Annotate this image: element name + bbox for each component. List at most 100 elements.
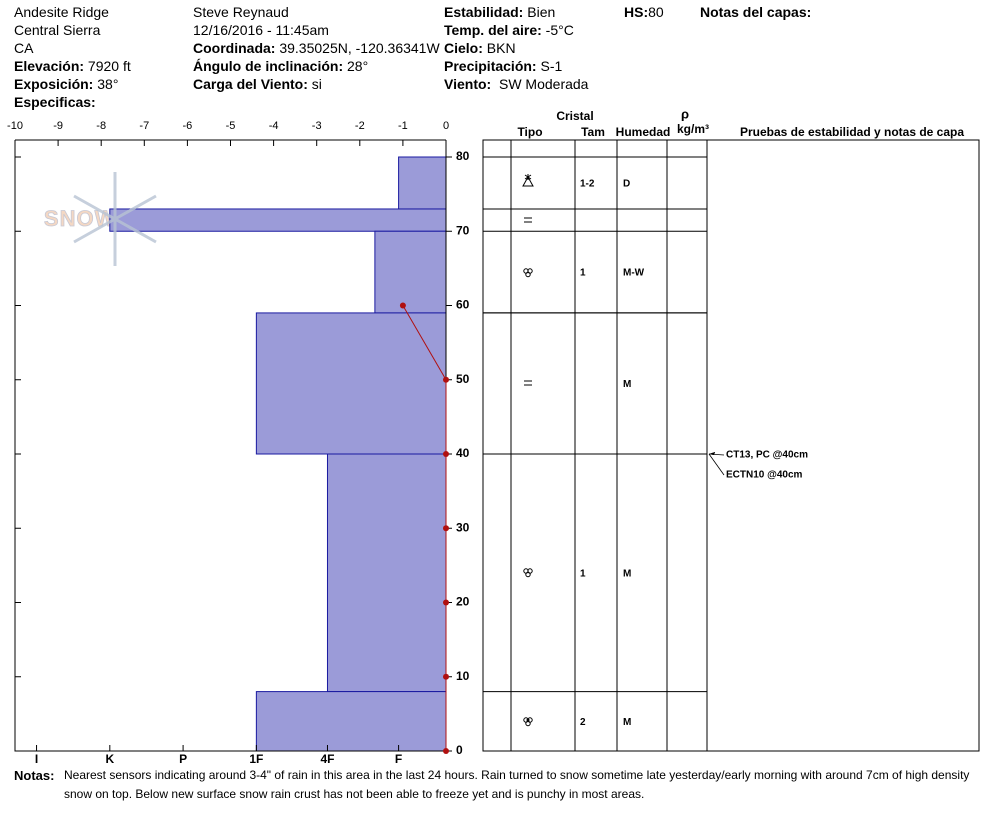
hardness-layer bbox=[326, 453, 447, 693]
label: Coordinada: bbox=[193, 40, 276, 56]
weather-info: Estabilidad: Bien Temp. del aire: -5°C C… bbox=[444, 3, 588, 93]
value: BKN bbox=[486, 40, 516, 56]
observer-info: Steve Reynaud 12/16/2016 - 11:45am Coord… bbox=[193, 3, 440, 93]
table-header: Tipo bbox=[517, 125, 542, 139]
hardness-label: P bbox=[179, 752, 187, 766]
y-tick-label: 30 bbox=[456, 520, 470, 534]
overlay: 1-2 D1 M-WM1 M2 M-10 -9 -8 -7 -6 -5 -4 -3 -2 -1 0I K P 1F… bbox=[7, 106, 980, 766]
x-tick-label: -8 bbox=[96, 120, 106, 132]
notes: Notas: Nearest sensors indicating around… bbox=[14, 766, 989, 804]
label: Ángulo de inclinación: bbox=[193, 58, 344, 74]
value: Bien bbox=[527, 4, 556, 20]
label: Carga del Viento: bbox=[193, 76, 308, 92]
x-tick-label: -4 bbox=[269, 120, 279, 132]
x-tick-label: -5 bbox=[226, 120, 236, 132]
y-tick-label: 70 bbox=[456, 223, 470, 237]
value: S-1 bbox=[540, 58, 563, 74]
value: 80 bbox=[648, 4, 664, 20]
moisture: D bbox=[623, 179, 630, 190]
table-header: kg/m³ bbox=[677, 122, 709, 136]
x-tick-label: -7 bbox=[139, 120, 149, 132]
label: Estabilidad: bbox=[444, 4, 524, 20]
table-header: Humedad bbox=[616, 125, 671, 139]
hardness-label: 4F bbox=[320, 752, 334, 766]
y-tick-label: 20 bbox=[456, 595, 470, 609]
grain-size: 1-2 bbox=[580, 179, 595, 190]
test-label: ECTN10 @40cm bbox=[726, 470, 803, 481]
state: CA bbox=[14, 40, 34, 56]
test-arrow bbox=[708, 453, 725, 476]
hardness-layer bbox=[398, 156, 447, 210]
label: Notas del capas: bbox=[700, 4, 812, 20]
grain-icon bbox=[523, 568, 533, 578]
grain-icon bbox=[522, 174, 534, 187]
value: 7920 ft bbox=[87, 58, 131, 74]
slope: Ángulo de inclinación: 28° bbox=[193, 57, 440, 75]
test-arrowhead bbox=[709, 452, 715, 455]
x-tick-label: -2 bbox=[355, 120, 365, 132]
notes-label: Notas: bbox=[14, 768, 55, 783]
temperature-point bbox=[443, 673, 449, 680]
moisture: M bbox=[623, 379, 631, 390]
test-label: CT13, PC @40cm bbox=[726, 450, 808, 461]
label: HS: bbox=[624, 4, 649, 20]
label: Viento: bbox=[444, 76, 492, 92]
y-tick-label: 80 bbox=[456, 149, 470, 163]
location: Andesite Ridge bbox=[14, 4, 109, 20]
label: Precipitación: bbox=[444, 58, 537, 74]
table-header: ρ bbox=[681, 106, 689, 121]
hs: HS:80 bbox=[624, 3, 664, 21]
wind-load: Carga del Viento: si bbox=[193, 75, 440, 93]
precip: Precipitación: S-1 bbox=[444, 57, 588, 75]
temperature-point bbox=[443, 451, 449, 457]
value: si bbox=[311, 76, 322, 92]
moisture: M bbox=[623, 717, 631, 728]
hardness-label: 1F bbox=[249, 752, 263, 766]
profile: SNOWPILOT bbox=[43, 156, 447, 752]
grain-icons bbox=[522, 174, 534, 727]
coord: Coordinada: 39.35025N, -120.36341W bbox=[193, 39, 440, 57]
table-header: Tam bbox=[581, 125, 605, 139]
grain-icon bbox=[524, 380, 532, 386]
temperature-point bbox=[443, 748, 449, 754]
hardness-layer bbox=[374, 230, 447, 314]
label: Elevación: bbox=[14, 58, 85, 74]
label: Especificas: bbox=[14, 94, 96, 110]
y-tick-label: 0 bbox=[456, 743, 463, 757]
y-tick-label: 10 bbox=[456, 669, 470, 683]
grain-size: 1 bbox=[580, 268, 586, 279]
datetime: 12/16/2016 - 11:45am bbox=[193, 22, 329, 38]
layer-notes: Notas del capas: bbox=[700, 3, 811, 21]
elevation: Elevación: 7920 ft bbox=[14, 57, 131, 75]
aspect: Exposición: 38° bbox=[14, 75, 131, 93]
grain-icon bbox=[523, 268, 533, 278]
y-tick-label: 40 bbox=[456, 446, 470, 460]
grain-icon bbox=[524, 217, 532, 223]
moisture: M-W bbox=[623, 268, 645, 279]
moisture: M bbox=[623, 568, 631, 579]
x-tick-label: -9 bbox=[53, 120, 63, 132]
value: SW Moderada bbox=[498, 76, 589, 92]
hardness-label: F bbox=[395, 752, 402, 766]
grain-size: 1 bbox=[580, 568, 586, 579]
label: Exposición: bbox=[14, 76, 94, 92]
temperature-point bbox=[399, 302, 406, 309]
x-tick-label: -10 bbox=[7, 120, 23, 132]
grain-icon bbox=[523, 717, 533, 727]
label: Temp. del aire: bbox=[444, 22, 542, 38]
x-tick-label: -1 bbox=[398, 120, 408, 132]
hardness-layer bbox=[255, 312, 447, 455]
x-tick-label: -6 bbox=[183, 120, 193, 132]
stability: Estabilidad: Bien bbox=[444, 3, 588, 21]
temperature-point bbox=[443, 376, 449, 383]
hardness-label: K bbox=[105, 752, 114, 766]
observer: Steve Reynaud bbox=[193, 4, 289, 20]
notes-text: Nearest sensors indicating around 3-4" o… bbox=[64, 768, 970, 801]
grain-size: 2 bbox=[580, 717, 586, 728]
header: Andesite Ridge Central Sierra CA Elevaci… bbox=[0, 0, 994, 112]
value: 38° bbox=[97, 76, 119, 92]
specifics: Especificas: bbox=[14, 93, 131, 111]
range: Central Sierra bbox=[14, 22, 101, 38]
temperature-point bbox=[443, 525, 449, 532]
